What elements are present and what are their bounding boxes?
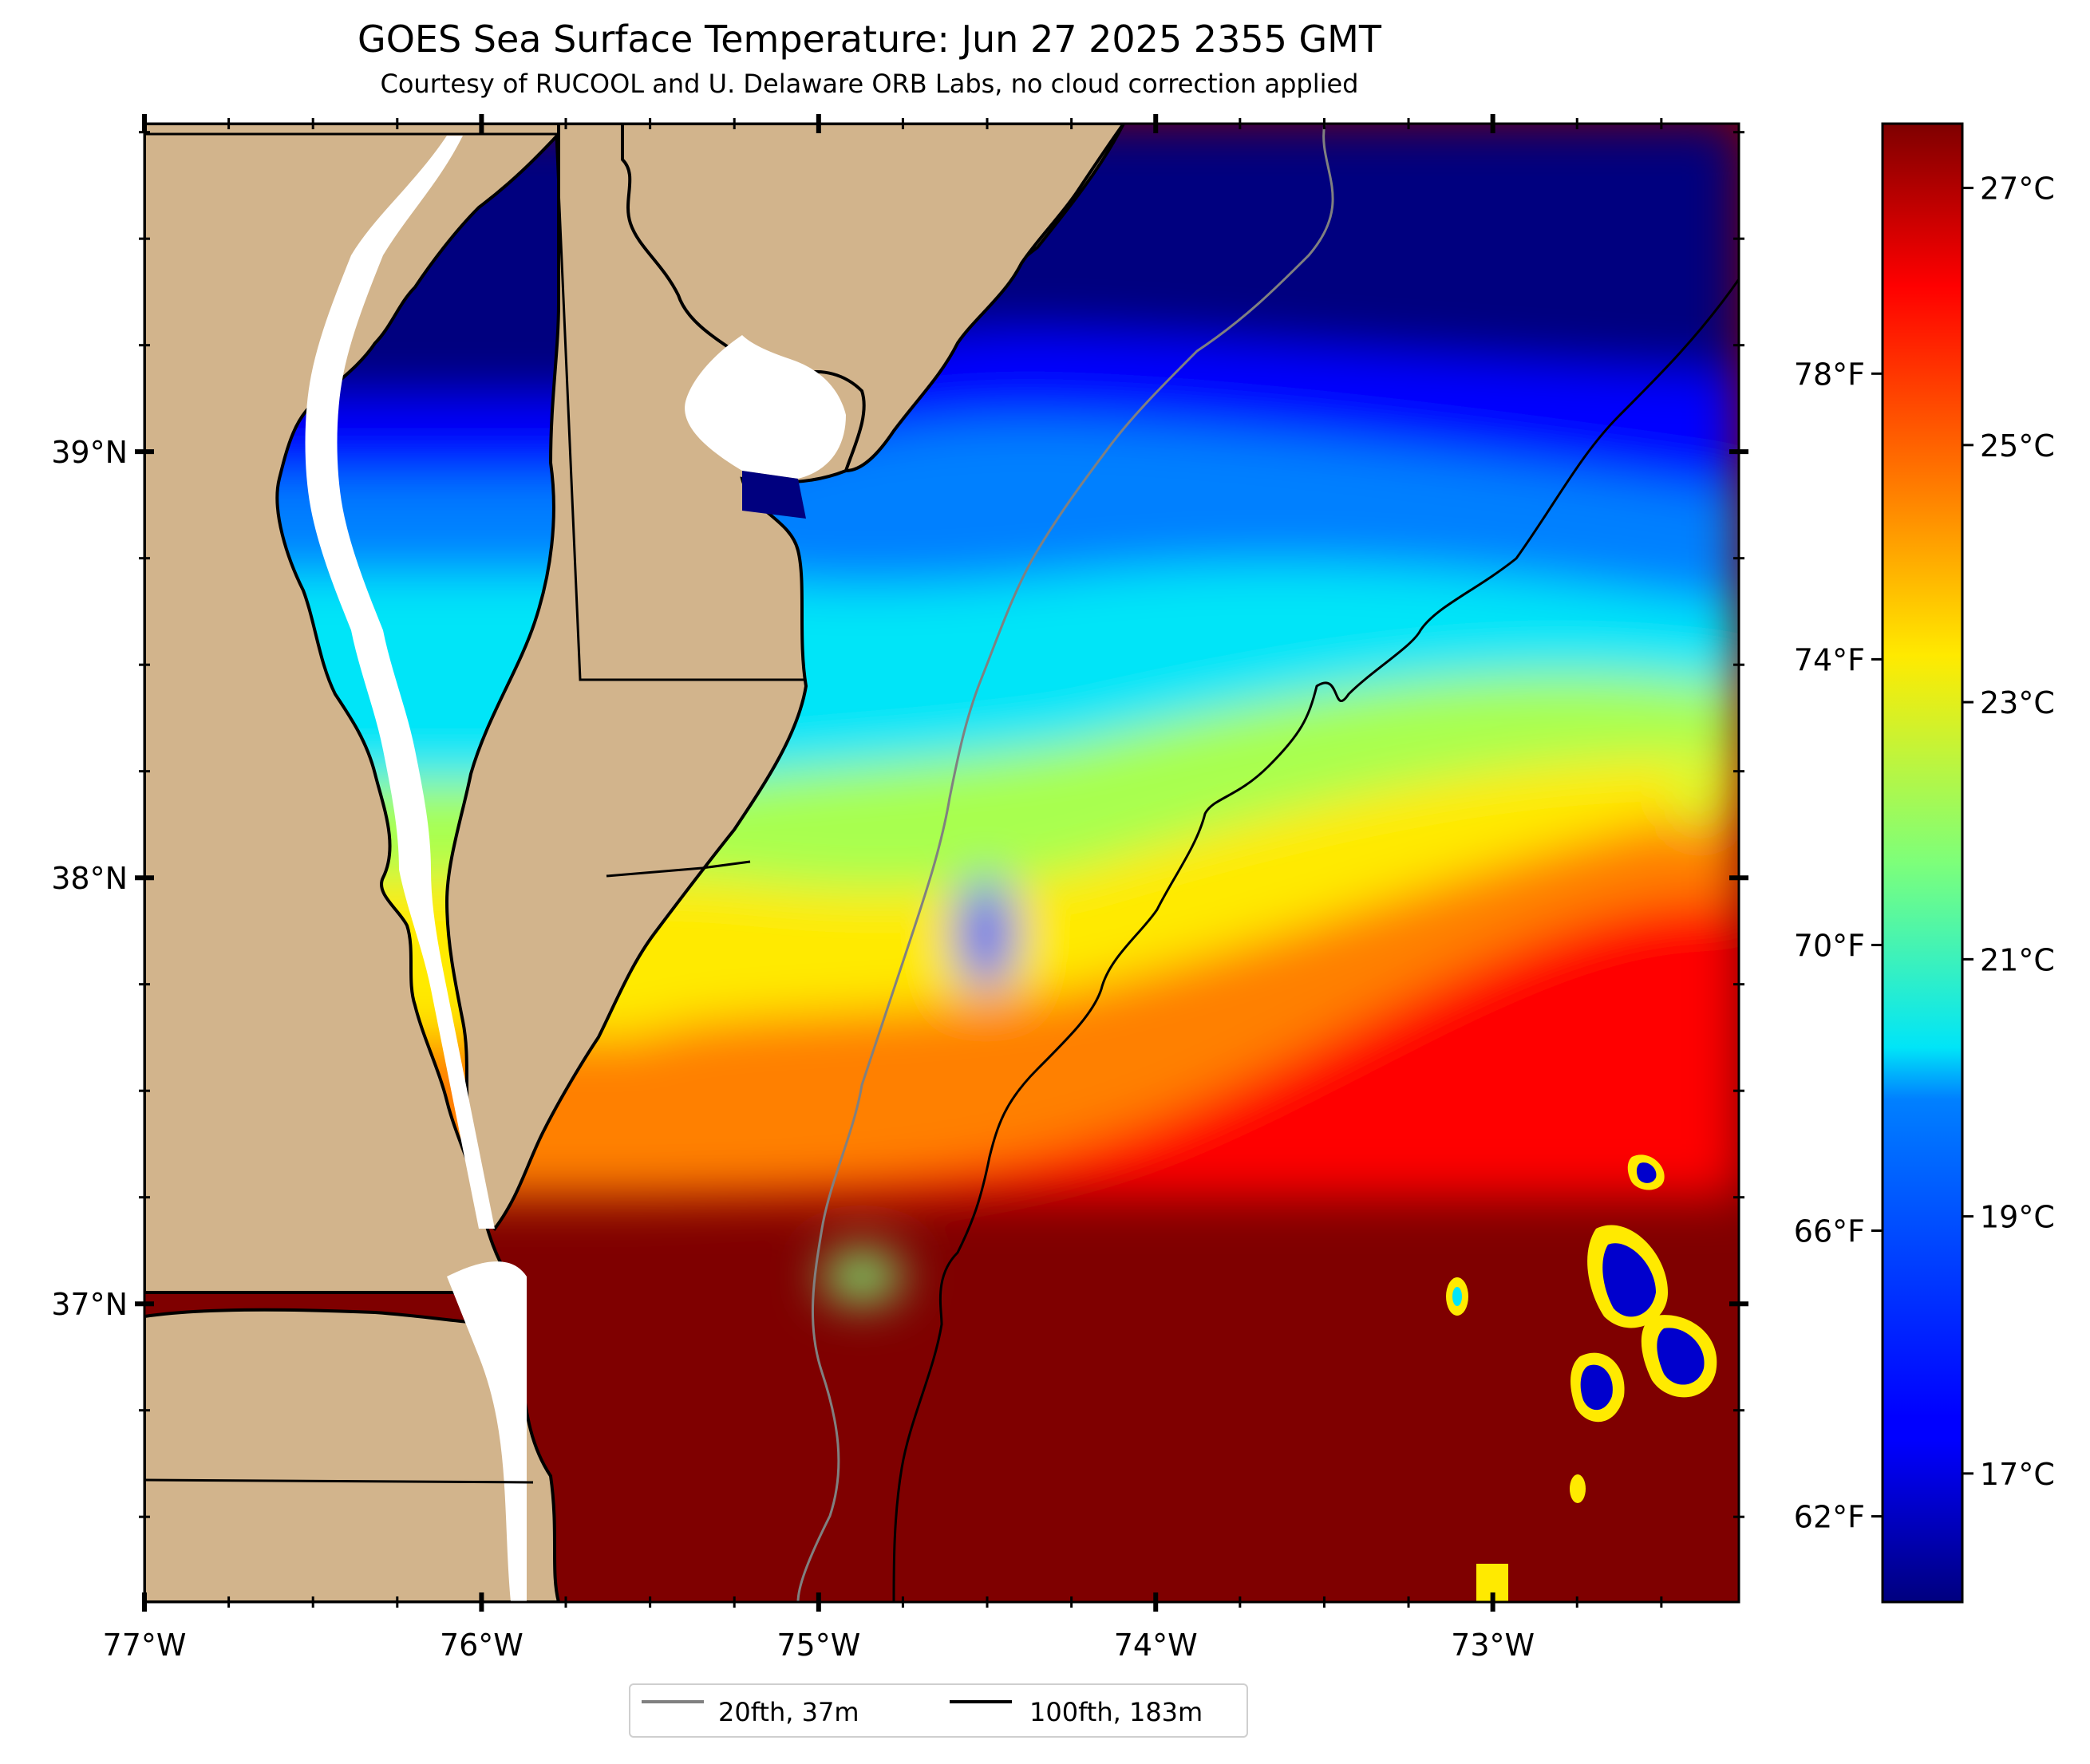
cold-eddies: [1446, 1154, 1717, 1602]
colorbar-celsius-label: 19°C: [1980, 1200, 2055, 1235]
y-tick-label: 39°N: [51, 435, 128, 470]
colorbar-fahrenheit-label: 70°F: [1794, 928, 1865, 963]
isobath-100fth: [892, 278, 1739, 1602]
x-axis: 77°W 76°W 75°W 74°W 73°W: [103, 114, 1663, 1663]
colorbar-celsius-label: 21°C: [1980, 942, 2055, 977]
y-tick-label: 37°N: [51, 1287, 128, 1322]
colorbar-celsius-label: 25°C: [1980, 428, 2055, 464]
colorbar-celsius-label: 27°C: [1980, 172, 2055, 207]
colorbar-fahrenheit-label: 66°F: [1794, 1214, 1865, 1249]
legend-label-20fth: 20fth, 37m: [718, 1697, 859, 1727]
map-subtitle: Courtesy of RUCOOL and U. Delaware ORB L…: [380, 69, 1359, 99]
colorbar-fahrenheit-label: 62°F: [1794, 1500, 1865, 1535]
colorbar-celsius-label: 17°C: [1980, 1457, 2055, 1492]
colorbar-celsius-ticks: 27°C 25°C 23°C 21°C 19°C 17°C: [1962, 172, 2055, 1492]
land: [144, 124, 1126, 1602]
x-tick-label: 75°W: [776, 1628, 860, 1663]
x-tick-label: 74°W: [1114, 1628, 1198, 1663]
isobath-20fth: [796, 124, 1334, 1602]
x-tick-label: 77°W: [103, 1628, 187, 1663]
y-tick-label: 38°N: [51, 861, 128, 896]
colorbar-fahrenheit-ticks: 78°F 74°F 70°F 66°F 62°F: [1794, 357, 1883, 1535]
state-borders: [144, 132, 804, 1484]
isobath-legend: 20fth, 37m 100fth, 183m: [629, 1683, 1248, 1738]
isobaths: [796, 124, 1739, 1602]
plot-frame: [143, 122, 1740, 1604]
map-title: GOES Sea Surface Temperature: Jun 27 202…: [358, 18, 1381, 61]
colorbar: 27°C 25°C 23°C 21°C 19°C 17°C 78°F 74°F 70°F 66°…: [1794, 122, 2055, 1604]
colorbar-fahrenheit-label: 78°F: [1794, 357, 1865, 392]
colorbar-celsius-label: 23°C: [1980, 685, 2055, 720]
colorbar-gradient: [1881, 122, 1964, 1604]
y-axis: 39°N 38°N 37°N: [51, 131, 1748, 1518]
colorbar-fahrenheit-label: 74°F: [1794, 642, 1865, 677]
legend-swatch-20fth: [642, 1700, 704, 1703]
legend-swatch-100fth: [950, 1700, 1012, 1703]
x-tick-label: 76°W: [440, 1628, 523, 1663]
legend-label-100fth: 100fth, 183m: [1029, 1697, 1203, 1727]
x-tick-label: 73°W: [1451, 1628, 1535, 1663]
